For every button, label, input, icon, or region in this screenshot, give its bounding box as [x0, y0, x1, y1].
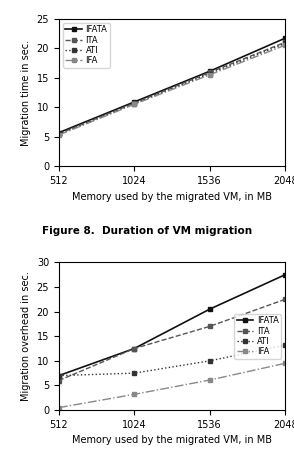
Line: IFA: IFA	[57, 43, 287, 137]
IFA	[283, 361, 287, 366]
Legend: IFATA, ITA, ATI, IFA: IFATA, ITA, ATI, IFA	[234, 314, 281, 359]
IFATA	[133, 99, 136, 105]
ATI	[57, 132, 61, 137]
ATI	[57, 373, 61, 378]
Line: ATI: ATI	[57, 343, 287, 378]
Y-axis label: Migration overhead in sec.: Migration overhead in sec.	[21, 271, 31, 401]
IFA	[133, 391, 136, 397]
ITA	[133, 346, 136, 351]
ATI	[283, 41, 287, 46]
ITA	[133, 100, 136, 106]
Line: ITA: ITA	[57, 40, 287, 136]
Line: IFATA: IFATA	[57, 273, 287, 378]
IFATA	[57, 373, 61, 378]
ITA	[208, 323, 211, 329]
ATI	[208, 358, 211, 363]
ITA	[57, 131, 61, 137]
Y-axis label: Migration time in sec.: Migration time in sec.	[21, 40, 31, 145]
Line: IFATA: IFATA	[57, 36, 287, 135]
IFA	[208, 72, 211, 77]
IFATA	[133, 346, 136, 351]
ATI	[133, 101, 136, 107]
IFA	[208, 377, 211, 383]
X-axis label: Memory used by the migrated VM, in MB: Memory used by the migrated VM, in MB	[72, 435, 272, 445]
Text: Figure 8.  Duration of VM migration: Figure 8. Duration of VM migration	[42, 226, 252, 236]
IFA	[133, 102, 136, 107]
IFA	[57, 132, 61, 138]
Line: ITA: ITA	[57, 297, 287, 383]
ITA	[57, 378, 61, 384]
Line: ATI: ATI	[57, 41, 287, 137]
ITA	[208, 69, 211, 75]
Legend: IFATA, ITA, ATI, IFA: IFATA, ITA, ATI, IFA	[63, 23, 110, 68]
Line: IFA: IFA	[57, 361, 287, 410]
X-axis label: Memory used by the migrated VM, in MB: Memory used by the migrated VM, in MB	[72, 192, 272, 202]
IFATA	[57, 130, 61, 136]
IFA	[57, 405, 61, 411]
ITA	[283, 296, 287, 302]
ITA	[283, 40, 287, 45]
ATI	[283, 343, 287, 348]
ATI	[208, 71, 211, 76]
IFA	[283, 42, 287, 48]
IFATA	[283, 272, 287, 277]
IFATA	[283, 35, 287, 41]
IFATA	[208, 69, 211, 74]
IFATA	[208, 306, 211, 312]
ATI	[133, 370, 136, 376]
